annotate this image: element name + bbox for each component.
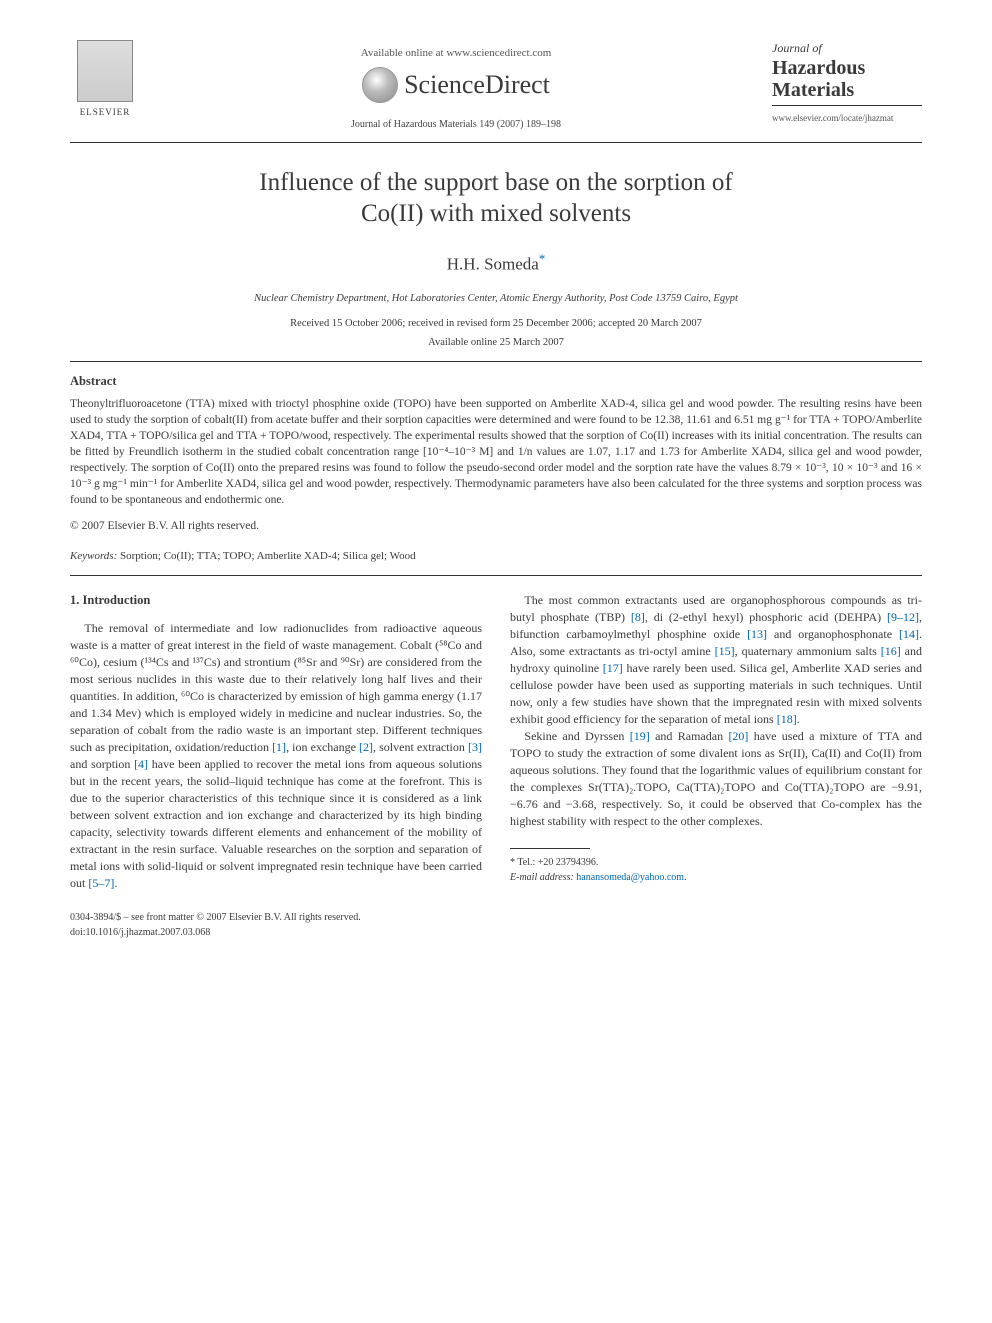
tel-value: +20 23794396. xyxy=(538,857,599,868)
ref-9-12[interactable]: [9–12] xyxy=(887,610,919,624)
ref-13[interactable]: [13] xyxy=(747,627,767,641)
ref-17[interactable]: [17] xyxy=(603,661,623,675)
journal-brand: Journal of Hazardous Materials www.elsev… xyxy=(772,40,922,125)
journal-divider xyxy=(772,105,922,106)
journal-name-prefix: Journal of xyxy=(772,40,922,57)
tel-label: * Tel.: xyxy=(510,857,538,868)
front-matter-line: 0304-3894/$ – see front matter © 2007 El… xyxy=(70,912,361,923)
title-line-2: Co(II) with mixed solvents xyxy=(361,200,631,227)
abstract-top-rule xyxy=(70,361,922,362)
sciencedirect-brand: ScienceDirect xyxy=(362,66,550,104)
intro-para-2: The most common extractants used are org… xyxy=(510,592,922,728)
footnote-rule xyxy=(510,848,590,849)
elsevier-tree-icon xyxy=(77,40,133,102)
author-line: H.H. Someda* xyxy=(70,250,922,277)
email-suffix: . xyxy=(684,872,687,883)
header-row: ELSEVIER Available online at www.science… xyxy=(70,40,922,132)
journal-url: www.elsevier.com/locate/jhazmat xyxy=(772,112,922,125)
abstract-copyright: © 2007 Elsevier B.V. All rights reserved… xyxy=(70,518,922,535)
online-date: Available online 25 March 2007 xyxy=(70,335,922,350)
keywords-label: Keywords: xyxy=(70,550,117,562)
abstract-bottom-rule xyxy=(70,575,922,576)
top-rule xyxy=(70,142,922,143)
ref-14[interactable]: [14] xyxy=(899,627,919,641)
intro-heading: 1. Introduction xyxy=(70,592,482,610)
bottom-info: 0304-3894/$ – see front matter © 2007 El… xyxy=(70,910,922,940)
sciencedirect-text: ScienceDirect xyxy=(404,66,550,104)
header-center: Available online at www.sciencedirect.co… xyxy=(140,40,772,132)
title-line-1: Influence of the support base on the sor… xyxy=(259,169,733,196)
publisher-name: ELSEVIER xyxy=(80,106,131,119)
ref-19[interactable]: [19] xyxy=(630,729,650,743)
email-label: E-mail address: xyxy=(510,872,576,883)
ref-18[interactable]: [18] xyxy=(777,712,797,726)
article-title: Influence of the support base on the sor… xyxy=(70,167,922,230)
corresponding-footnote: * Tel.: +20 23794396. E-mail address: ha… xyxy=(510,855,922,885)
journal-name-2: Materials xyxy=(772,79,922,101)
body-columns: 1. Introduction The removal of intermedi… xyxy=(70,592,922,892)
abstract-text: Theonyltrifluoroacetone (TTA) mixed with… xyxy=(70,396,922,509)
citation-line: Journal of Hazardous Materials 149 (2007… xyxy=(140,118,772,133)
keywords-values: Sorption; Co(II); TTA; TOPO; Amberlite X… xyxy=(117,550,415,562)
sciencedirect-icon xyxy=(362,67,398,103)
journal-name-1: Hazardous xyxy=(772,57,922,79)
available-online-text: Available online at www.sciencedirect.co… xyxy=(140,46,772,62)
ref-15[interactable]: [15] xyxy=(715,644,735,658)
intro-para-1: The removal of intermediate and low radi… xyxy=(70,620,482,893)
ref-5-7[interactable]: [5–7] xyxy=(88,876,114,890)
ref-20[interactable]: [20] xyxy=(728,729,748,743)
ref-1[interactable]: [1] xyxy=(272,740,286,754)
ref-8[interactable]: [8] xyxy=(631,610,645,624)
ref-16[interactable]: [16] xyxy=(881,644,901,658)
ref-2[interactable]: [2] xyxy=(359,740,373,754)
ref-3[interactable]: [3] xyxy=(468,740,482,754)
abstract-heading: Abstract xyxy=(70,372,922,390)
received-dates: Received 15 October 2006; received in re… xyxy=(70,316,922,331)
elsevier-logo: ELSEVIER xyxy=(70,40,140,119)
doi-line: doi:10.1016/j.jhazmat.2007.03.068 xyxy=(70,927,210,938)
author-name: H.H. Someda xyxy=(447,254,539,273)
author-marker: * xyxy=(539,252,545,266)
ref-4[interactable]: [4] xyxy=(134,757,148,771)
intro-para-3: Sekine and Dyrssen [19] and Ramadan [20]… xyxy=(510,728,922,830)
affiliation: Nuclear Chemistry Department, Hot Labora… xyxy=(70,291,922,306)
keywords-line: Keywords: Sorption; Co(II); TTA; TOPO; A… xyxy=(70,549,922,565)
email-link[interactable]: hanansomeda@yahoo.com xyxy=(576,872,684,883)
